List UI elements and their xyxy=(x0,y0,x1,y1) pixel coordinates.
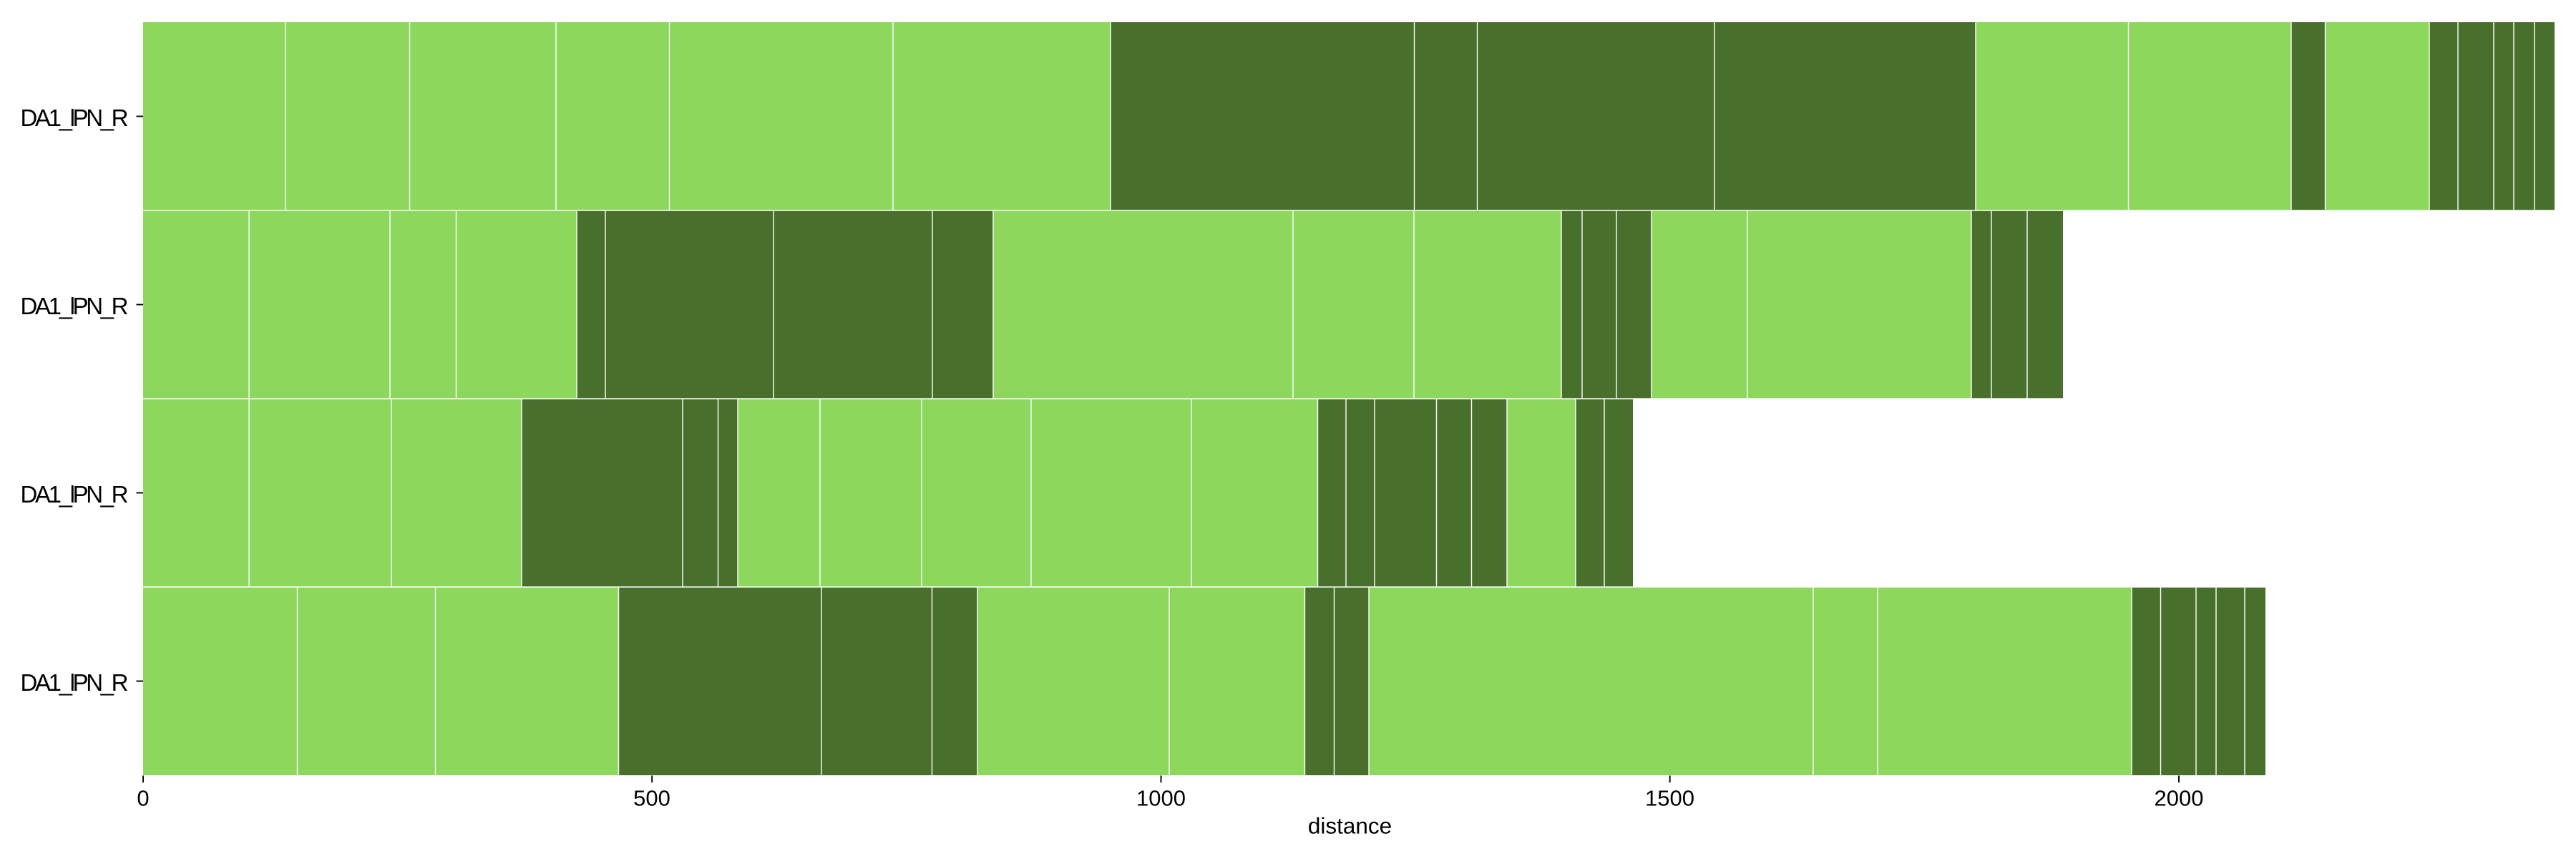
svg-text:DA1_lPN_R: DA1_lPN_R xyxy=(21,481,129,508)
svg-text:1000: 1000 xyxy=(1136,786,1186,811)
svg-text:DA1_lPN_R: DA1_lPN_R xyxy=(21,293,129,319)
svg-text:DA1_lPN_R: DA1_lPN_R xyxy=(21,105,129,131)
svg-text:distance: distance xyxy=(1308,813,1392,839)
svg-text:1500: 1500 xyxy=(1645,786,1694,811)
svg-text:500: 500 xyxy=(633,786,670,811)
svg-text:DA1_lPN_R: DA1_lPN_R xyxy=(21,669,129,696)
svg-text:0: 0 xyxy=(137,786,149,811)
svg-text:2000: 2000 xyxy=(2155,786,2204,811)
